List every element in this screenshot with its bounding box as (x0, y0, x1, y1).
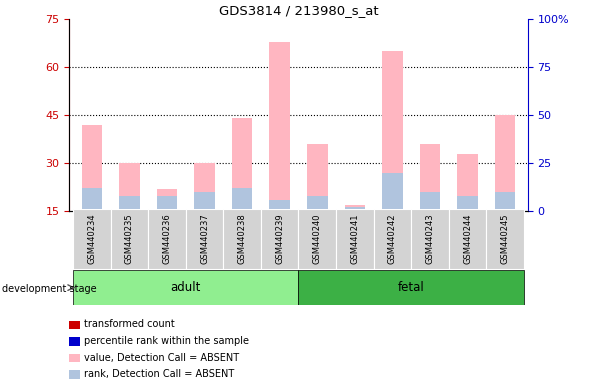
Text: GSM440242: GSM440242 (388, 214, 397, 264)
Bar (374, 209, 411, 269)
Text: GSM440236: GSM440236 (163, 214, 171, 265)
Bar (344, 207, 365, 211)
Text: transformed count: transformed count (84, 319, 175, 329)
Bar (270, 41, 290, 211)
Bar (344, 205, 365, 211)
Bar (157, 189, 177, 211)
Text: GSM440238: GSM440238 (238, 214, 247, 265)
Bar (457, 196, 478, 211)
Bar (81, 125, 103, 211)
Bar (157, 196, 177, 211)
Bar (194, 192, 215, 211)
Bar (298, 209, 336, 269)
Text: percentile rank within the sample: percentile rank within the sample (84, 336, 250, 346)
Bar (382, 173, 403, 211)
Text: GSM440243: GSM440243 (426, 214, 434, 264)
Bar (420, 144, 440, 211)
Bar (119, 163, 140, 211)
Text: adult: adult (171, 281, 201, 294)
Bar (148, 209, 186, 269)
Text: GSM440235: GSM440235 (125, 214, 134, 264)
Text: GSM440241: GSM440241 (350, 214, 359, 264)
Bar (449, 209, 486, 269)
Bar (232, 188, 253, 211)
Text: fetal: fetal (398, 281, 425, 294)
Text: GSM440244: GSM440244 (463, 214, 472, 264)
Bar (261, 209, 298, 269)
Bar (81, 188, 103, 211)
Bar (336, 209, 374, 269)
Bar (457, 154, 478, 211)
Bar (270, 200, 290, 211)
Bar (232, 118, 253, 211)
Bar (186, 209, 223, 269)
Text: GSM440240: GSM440240 (313, 214, 322, 264)
Bar (411, 209, 449, 269)
Text: development stage: development stage (2, 284, 96, 294)
Bar (111, 209, 148, 269)
Bar (494, 192, 516, 211)
Bar (307, 144, 327, 211)
Bar (420, 192, 440, 211)
Bar (298, 270, 524, 305)
Bar (73, 209, 111, 269)
Text: rank, Detection Call = ABSENT: rank, Detection Call = ABSENT (84, 369, 235, 379)
Bar (486, 209, 524, 269)
Bar (223, 209, 261, 269)
Bar (382, 51, 403, 211)
Text: GSM440237: GSM440237 (200, 214, 209, 265)
Text: GSM440239: GSM440239 (275, 214, 284, 264)
Bar (494, 115, 516, 211)
Text: GSM440234: GSM440234 (87, 214, 96, 264)
Bar (119, 196, 140, 211)
Text: value, Detection Call = ABSENT: value, Detection Call = ABSENT (84, 353, 239, 362)
Bar (194, 163, 215, 211)
Title: GDS3814 / 213980_s_at: GDS3814 / 213980_s_at (219, 3, 378, 17)
Text: GSM440245: GSM440245 (500, 214, 510, 264)
Bar (73, 270, 298, 305)
Bar (307, 196, 327, 211)
